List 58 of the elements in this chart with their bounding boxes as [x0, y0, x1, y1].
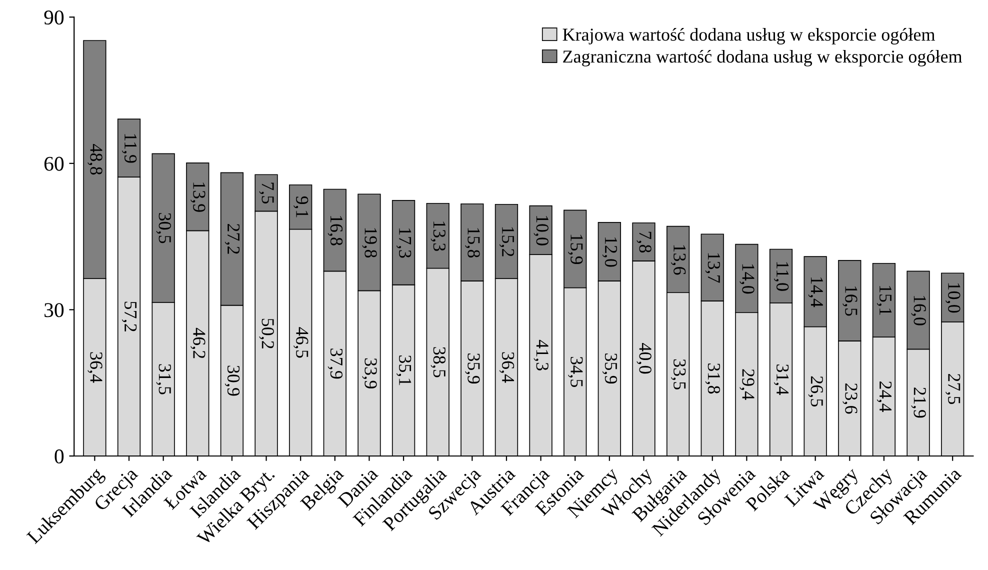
data-label: 34,5 — [568, 356, 583, 387]
data-label: 16,8 — [328, 216, 343, 246]
data-label: 13,6 — [670, 245, 686, 275]
data-label: 50,2 — [259, 318, 274, 348]
data-label: 10,0 — [945, 283, 960, 313]
data-label: 15,2 — [499, 227, 514, 256]
data-label: 27,5 — [945, 374, 960, 404]
data-label: 33,5 — [670, 359, 686, 390]
data-label: 15,9 — [568, 234, 583, 264]
data-label: 46,5 — [293, 327, 308, 358]
data-label: 48,8 — [88, 144, 102, 175]
data-label: 7,5 — [259, 182, 274, 204]
data-label: 30,9 — [224, 366, 240, 396]
data-label: 13,7 — [705, 253, 720, 283]
data-label: 46,2 — [190, 328, 206, 358]
data-label: 23,6 — [842, 383, 858, 414]
data-label: 15,1 — [876, 286, 892, 315]
data-label: 40,0 — [636, 343, 652, 374]
data-label: 30,5 — [156, 213, 171, 244]
data-label: 35,9 — [602, 354, 618, 384]
data-label: 17,3 — [396, 228, 412, 258]
data-label: 33,9 — [362, 358, 377, 388]
data-label: 36,4 — [499, 352, 514, 383]
data-label: 13,9 — [190, 182, 206, 212]
data-label: 11,9 — [122, 134, 137, 163]
data-label: 16,5 — [842, 286, 858, 316]
data-label: 21,9 — [911, 388, 926, 418]
data-label: 37,9 — [328, 348, 343, 379]
y-tick-label: 30 — [44, 303, 64, 318]
data-label: 38,5 — [430, 347, 446, 378]
data-label: 31,8 — [705, 364, 720, 394]
data-label: 10,0 — [534, 216, 548, 246]
data-label: 16,0 — [911, 296, 926, 326]
legend-label: Krajowa wartość dodana usług w eksporcie ogółem — [562, 28, 936, 44]
data-label: 14,4 — [808, 277, 823, 308]
data-label: 27,2 — [224, 224, 240, 254]
y-tick-label: 90 — [44, 10, 64, 25]
data-label: 31,4 — [774, 364, 789, 395]
data-label: 36,4 — [88, 352, 102, 383]
data-label: 11,0 — [774, 262, 789, 291]
data-label: 14,0 — [740, 264, 754, 294]
data-label: 13,3 — [430, 222, 446, 251]
y-tick-label: 0 — [54, 449, 64, 464]
data-label: 24,4 — [876, 382, 892, 412]
data-label: 57,2 — [122, 302, 137, 332]
data-label: 7,8 — [636, 232, 652, 253]
data-label: 35,1 — [396, 355, 412, 386]
data-label: 35,9 — [465, 354, 480, 384]
data-label: 12,0 — [602, 237, 618, 267]
data-label: 19,8 — [362, 228, 377, 258]
data-label: 26,5 — [808, 376, 823, 406]
data-label: 29,4 — [740, 369, 754, 400]
data-label: 31,5 — [156, 364, 171, 394]
legend-label: Zagraniczna wartość dodana usług w eksporcie ogółem — [563, 50, 962, 66]
data-label: 41,3 — [534, 340, 548, 370]
y-tick-label: 60 — [44, 156, 64, 171]
data-label: 9,1 — [293, 196, 308, 218]
data-label: 15,8 — [465, 228, 480, 258]
